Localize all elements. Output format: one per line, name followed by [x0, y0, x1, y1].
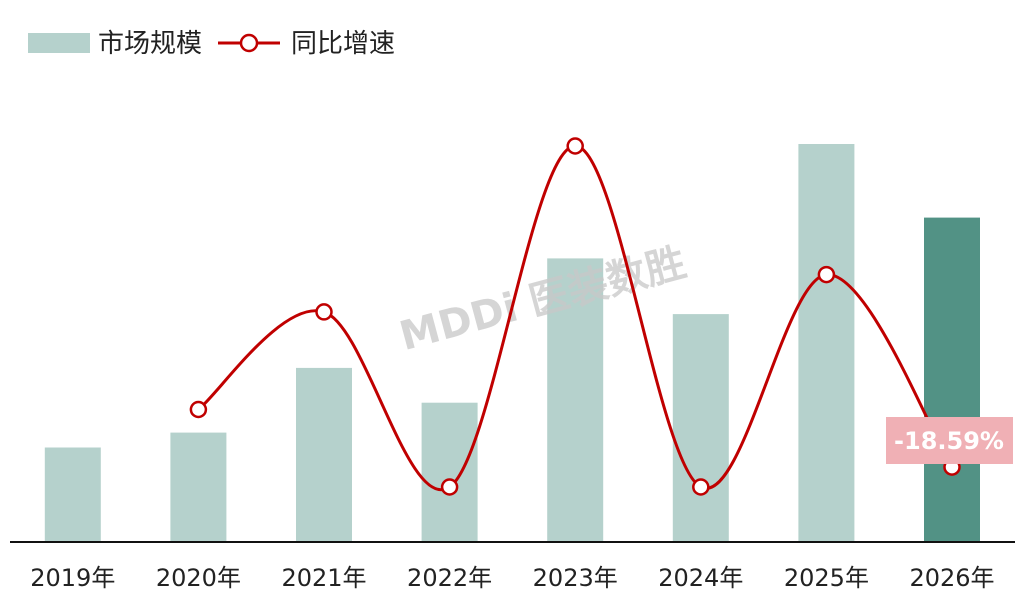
bar-2024年	[672, 314, 729, 542]
growth-point-2022年	[440, 478, 459, 496]
x-tick-label: 2021年	[281, 564, 366, 592]
growth-point-2024年	[692, 478, 710, 496]
callout-box	[886, 417, 1013, 464]
bar-series	[44, 144, 980, 542]
callout: -18.59%	[886, 417, 1013, 464]
growth-markers	[189, 137, 961, 496]
callout-label: -18.59%	[894, 427, 1004, 455]
bar-2022年	[421, 402, 478, 542]
legend-line-label: 同比增速	[291, 29, 395, 59]
x-tick-label: 2023年	[533, 564, 618, 592]
growth-point-2021年	[315, 303, 333, 321]
growth-point-2020年	[189, 400, 208, 419]
legend-bar-label: 市场规模	[98, 29, 202, 59]
legend-line-marker	[239, 33, 259, 53]
x-tick-label: 2020年	[156, 564, 241, 592]
x-tick-label: 2024年	[658, 564, 743, 592]
bar-2023年	[547, 258, 604, 542]
bar-2026年	[924, 217, 980, 542]
x-tick-label: 2022年	[407, 564, 492, 592]
growth-point-2023年	[566, 137, 584, 155]
bar-2020年	[170, 432, 227, 542]
bar-2025年	[798, 144, 855, 542]
bar-2019年	[44, 447, 101, 542]
x-tick-label: 2026年	[909, 564, 994, 592]
legend-bar-swatch	[28, 33, 90, 53]
growth-point-2025年	[817, 265, 836, 284]
legend: 市场规模 同比增速	[28, 29, 395, 59]
x-tick-label: 2019年	[30, 564, 115, 592]
bar-2021年	[296, 367, 352, 542]
x-tick-label: 2025年	[784, 564, 869, 592]
x-axis-ticks: 2019年 2020年 2021年 2022年 2023年 2024年 2025年 2026年	[30, 564, 994, 592]
